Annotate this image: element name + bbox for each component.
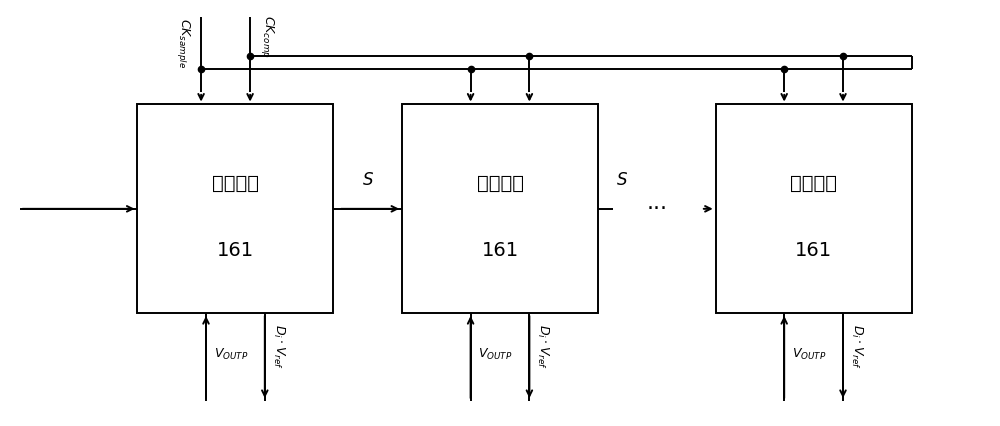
Text: 逻辑模块: 逻辑模块 [790, 174, 837, 193]
Text: S: S [362, 170, 373, 189]
Bar [137, 104, 333, 313]
Text: $CK_{comp}$: $CK_{comp}$ [259, 15, 276, 58]
Text: $V_{OUTP}$: $V_{OUTP}$ [478, 347, 513, 363]
Text: S: S [617, 170, 628, 189]
Text: 逻辑模块: 逻辑模块 [212, 174, 259, 193]
Text: 161: 161 [481, 241, 519, 260]
Text: 逻辑模块: 逻辑模块 [477, 174, 524, 193]
Text: 161: 161 [217, 241, 254, 260]
Text: $D_i \cdot V_{ref}$: $D_i \cdot V_{ref}$ [849, 324, 864, 369]
Text: $V_{OUTP}$: $V_{OUTP}$ [214, 347, 248, 363]
Bar [402, 104, 598, 313]
Text: $CK_{sample}$: $CK_{sample}$ [175, 18, 192, 68]
Text: $V_{OUTP}$: $V_{OUTP}$ [792, 347, 826, 363]
Text: ···: ··· [646, 199, 667, 219]
Bar [716, 104, 912, 313]
Text: 161: 161 [795, 241, 832, 260]
Text: $D_i \cdot V_{ref}$: $D_i \cdot V_{ref}$ [535, 324, 550, 369]
Text: $D_i \cdot V_{ref}$: $D_i \cdot V_{ref}$ [271, 324, 286, 369]
